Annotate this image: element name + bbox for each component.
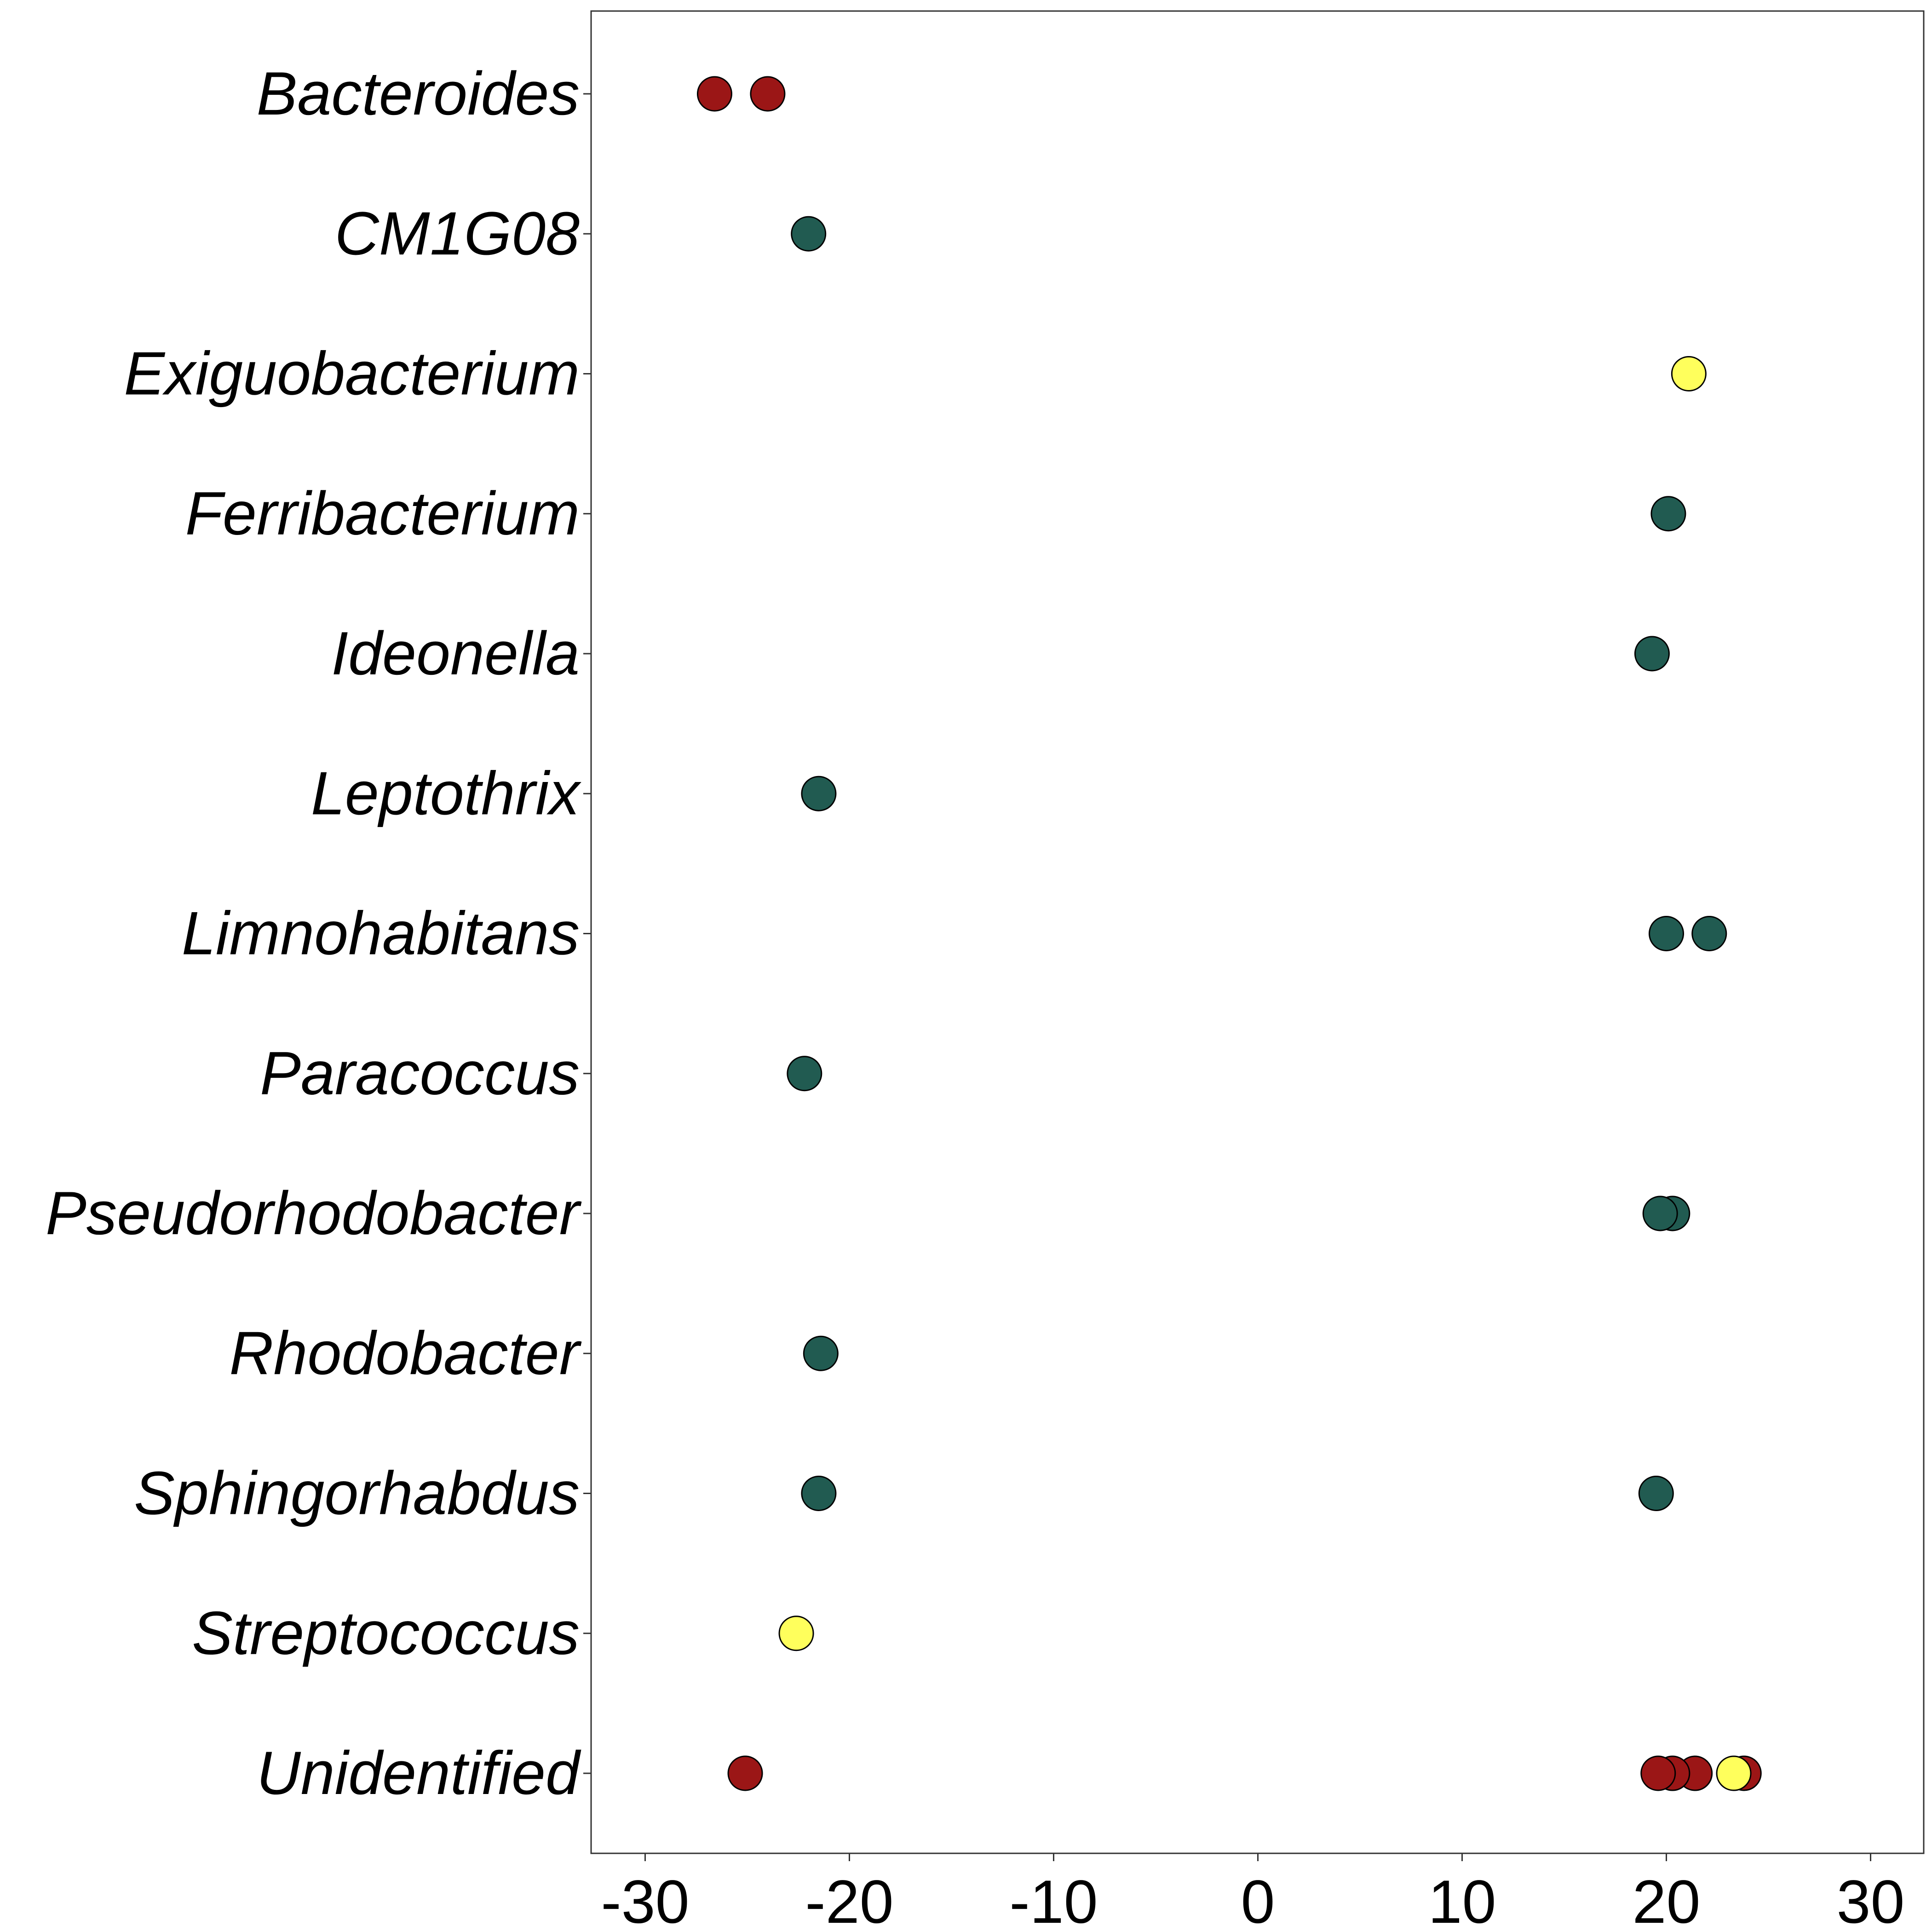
data-point xyxy=(1638,1476,1674,1511)
y-tick-label: Ferribacterium xyxy=(185,480,580,548)
data-points xyxy=(696,76,1762,1791)
y-tick-label: Ideonella xyxy=(331,620,580,688)
x-tick-label: -20 xyxy=(805,1868,893,1932)
y-axis: Bacteroides CM1G08 Exiguobacterium Ferribac… xyxy=(46,60,591,1807)
data-point xyxy=(1640,1755,1676,1791)
x-axis: -30 -20 -10 0 10 20 30 xyxy=(601,1853,1904,1932)
y-tick-label: Paracoccus xyxy=(260,1040,580,1108)
data-point xyxy=(778,1616,814,1651)
y-tick-label: Limnohabitans xyxy=(182,900,580,968)
y-tick-label: Exiguobacterium xyxy=(124,340,580,408)
data-point xyxy=(696,76,732,112)
x-tick-label: 0 xyxy=(1241,1868,1275,1932)
y-tick-label: Bacteroides xyxy=(257,60,580,128)
y-tick-label: Leptothrix xyxy=(311,759,582,828)
data-point xyxy=(801,1476,837,1511)
y-tick-label: CM1G08 xyxy=(335,200,580,268)
x-tick-label: -30 xyxy=(601,1868,689,1932)
data-point xyxy=(1671,356,1707,391)
data-point xyxy=(801,776,837,811)
data-point xyxy=(803,1335,839,1371)
data-point xyxy=(1642,1196,1678,1231)
data-point xyxy=(1634,636,1670,672)
data-point xyxy=(727,1755,763,1791)
data-point xyxy=(1649,916,1684,951)
data-point xyxy=(1650,496,1686,532)
x-tick-label: 30 xyxy=(1837,1868,1905,1932)
x-tick-label: 20 xyxy=(1633,1868,1701,1932)
y-tick-label: Rhodobacter xyxy=(229,1319,581,1387)
x-tick-label: -10 xyxy=(1009,1868,1098,1932)
y-tick-label: Pseudorhodobacter xyxy=(46,1179,582,1248)
y-tick-label: Unidentified xyxy=(257,1739,581,1807)
data-point xyxy=(1691,916,1727,951)
data-point xyxy=(750,76,786,112)
data-point xyxy=(791,216,827,252)
x-tick-label: 10 xyxy=(1428,1868,1496,1932)
data-point xyxy=(787,1056,822,1092)
plot-panel-border xyxy=(590,10,1925,1854)
y-tick-label: Streptococcus xyxy=(192,1599,580,1668)
y-tick-label: Sphingorhabdus xyxy=(134,1460,580,1528)
data-point xyxy=(1716,1755,1752,1791)
